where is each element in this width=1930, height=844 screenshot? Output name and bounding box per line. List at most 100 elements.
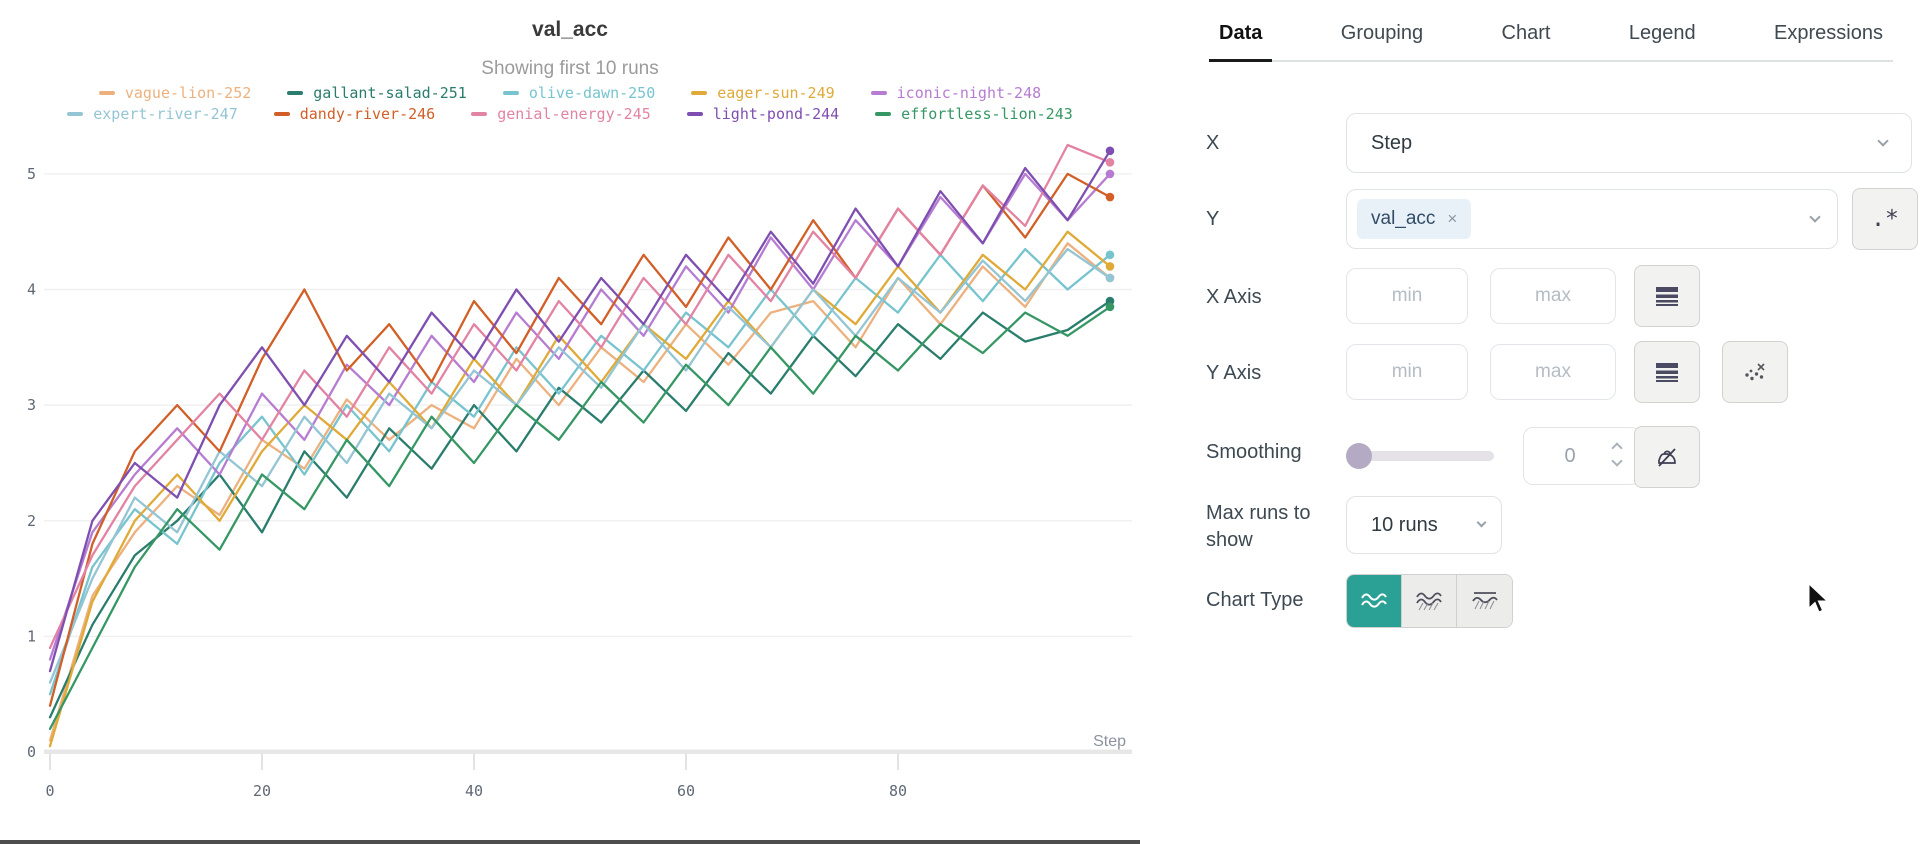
x-metric-select[interactable]: Step: [1346, 113, 1912, 173]
x-tick-label: 0: [45, 782, 54, 800]
chart-type-line-button[interactable]: [1347, 575, 1402, 627]
legend-run-name: eager-sun-249: [717, 84, 835, 102]
remove-chip-icon[interactable]: ×: [1447, 209, 1458, 228]
legend-item: effortless-lion-243: [875, 105, 1073, 123]
regex-toggle-button[interactable]: .*: [1852, 188, 1918, 250]
chart-type-minmax-button[interactable]: [1457, 575, 1512, 627]
legend-swatch: [502, 91, 519, 95]
series-line: [48, 247, 1112, 684]
legend-item: genial-energy-245: [471, 105, 651, 123]
legend-run-name: iconic-night-248: [896, 84, 1042, 102]
legend-swatch: [875, 112, 892, 116]
smoothing-row-label: Smoothing: [1206, 441, 1302, 463]
legend-swatch: [691, 91, 708, 95]
slider-track[interactable]: [1346, 451, 1494, 461]
legend-swatch: [471, 112, 488, 116]
tab-legend[interactable]: Legend: [1628, 22, 1696, 44]
legend-run-name: genial-energy-245: [497, 105, 651, 123]
legend-item: expert-river-247: [67, 105, 238, 123]
max-runs-row-label: Max runs to show: [1206, 502, 1311, 551]
x-tick-label: 40: [465, 782, 483, 800]
legend-item: iconic-night-248: [870, 84, 1042, 102]
legend-run-name: effortless-lion-243: [901, 105, 1073, 123]
chart-legend-row-2: expert-river-247 dandy-river-246 genial-en…: [0, 105, 1140, 123]
series-endpoint-dot: [1105, 262, 1115, 271]
minmax-plot-icon: [1471, 592, 1498, 610]
y-row-label: Y: [1206, 208, 1220, 230]
y-tick-label: 5: [27, 165, 36, 183]
legend-swatch: [287, 91, 304, 95]
series-line: [48, 149, 1112, 673]
series-line: [48, 230, 1112, 748]
tab-expressions[interactable]: Expressions: [1774, 22, 1883, 44]
y-tick-label: 4: [27, 281, 36, 299]
legend-item: light-pond-244: [686, 105, 840, 123]
tab-bar: Data Grouping Chart Legend Expressions: [1209, 14, 1893, 62]
regex-icon: .*: [1871, 206, 1899, 232]
smoothing-slider[interactable]: [1346, 443, 1494, 469]
chart-type-button-group: [1346, 574, 1513, 628]
legend-run-name: olive-dawn-250: [528, 84, 656, 102]
tab-grouping[interactable]: Grouping: [1340, 22, 1424, 44]
legend-swatch: [67, 112, 84, 116]
x-tick-label: 60: [677, 782, 695, 800]
area-plot-icon: [1416, 592, 1442, 611]
series-line: [48, 305, 1112, 731]
horizontal-scrollbar[interactable]: [0, 840, 1140, 844]
series-endpoint-dot: [1105, 302, 1115, 312]
x-metric-select-value: Step: [1371, 131, 1413, 154]
line-chart-plot: 0 1 2 3 4 5 0 20 40 60 80 Step: [27, 143, 1132, 800]
smoothing-value-input[interactable]: [1523, 427, 1641, 485]
series-endpoint-dot: [1105, 192, 1115, 202]
chart-subtitle: Showing first 10 runs: [481, 58, 659, 79]
series-endpoint-dot: [1105, 169, 1115, 179]
series-line: [48, 172, 1112, 661]
legend-run-name: light-pond-244: [712, 105, 840, 123]
y-axis-row-label: Y Axis: [1206, 362, 1262, 384]
legend-swatch: [273, 112, 290, 116]
x-axis-line: [44, 749, 1132, 754]
y-metric-chip: val_acc ×: [1357, 199, 1472, 239]
disable-smoothing-button[interactable]: [1634, 426, 1700, 488]
tab-data[interactable]: Data: [1209, 14, 1273, 62]
ignore-outliers-icon: [1745, 363, 1765, 381]
smoothing-off-iron-icon: [1658, 448, 1676, 467]
x-tick-label: 80: [889, 782, 907, 800]
x-axis-min-input[interactable]: [1346, 268, 1468, 324]
series-endpoint-dot: [1105, 158, 1115, 167]
chart-type-area-button[interactable]: [1402, 575, 1457, 627]
legend-item: gallant-salad-251: [287, 84, 467, 102]
x-axis-log-scale-button[interactable]: [1634, 265, 1700, 327]
chevron-down-icon: [1877, 134, 1889, 147]
stepper-down-icon[interactable]: [1611, 455, 1623, 467]
log-scale-icon: [1656, 362, 1678, 382]
chart-title: val_acc: [532, 18, 608, 41]
x-axis-max-input[interactable]: [1490, 268, 1616, 324]
ignore-outliers-button[interactable]: [1722, 341, 1788, 403]
legend-item: vague-lion-252: [98, 84, 251, 102]
x-axis-title: Step: [1093, 733, 1126, 750]
number-stepper[interactable]: [1611, 442, 1623, 467]
series-line: [48, 143, 1112, 650]
max-runs-select[interactable]: 10 runs: [1346, 496, 1502, 554]
chart-type-row-label: Chart Type: [1206, 589, 1304, 611]
y-axis-min-input[interactable]: [1346, 344, 1468, 400]
y-tick-label: 2: [27, 512, 36, 530]
y-tick-label: 3: [27, 396, 36, 414]
legend-swatch: [98, 91, 115, 95]
chart-legend-row-1: vague-lion-252 gallant-salad-251 olive-daw…: [0, 84, 1140, 102]
y-metric-select[interactable]: val_acc ×: [1346, 189, 1838, 249]
y-axis-log-scale-button[interactable]: [1634, 341, 1700, 403]
x-axis-row-label: X Axis: [1206, 286, 1262, 308]
stepper-up-icon[interactable]: [1611, 442, 1623, 454]
tab-chart[interactable]: Chart: [1501, 22, 1551, 44]
slider-knob[interactable]: [1346, 443, 1372, 469]
legend-run-name: expert-river-247: [93, 105, 238, 123]
legend-swatch: [686, 112, 703, 116]
legend-run-name: gallant-salad-251: [313, 84, 467, 102]
series-line: [48, 247, 1112, 696]
legend-run-name: dandy-river-246: [299, 105, 436, 123]
y-axis-max-input[interactable]: [1490, 344, 1616, 400]
series-endpoint-dot: [1105, 146, 1115, 156]
max-runs-select-value: 10 runs: [1371, 513, 1438, 536]
